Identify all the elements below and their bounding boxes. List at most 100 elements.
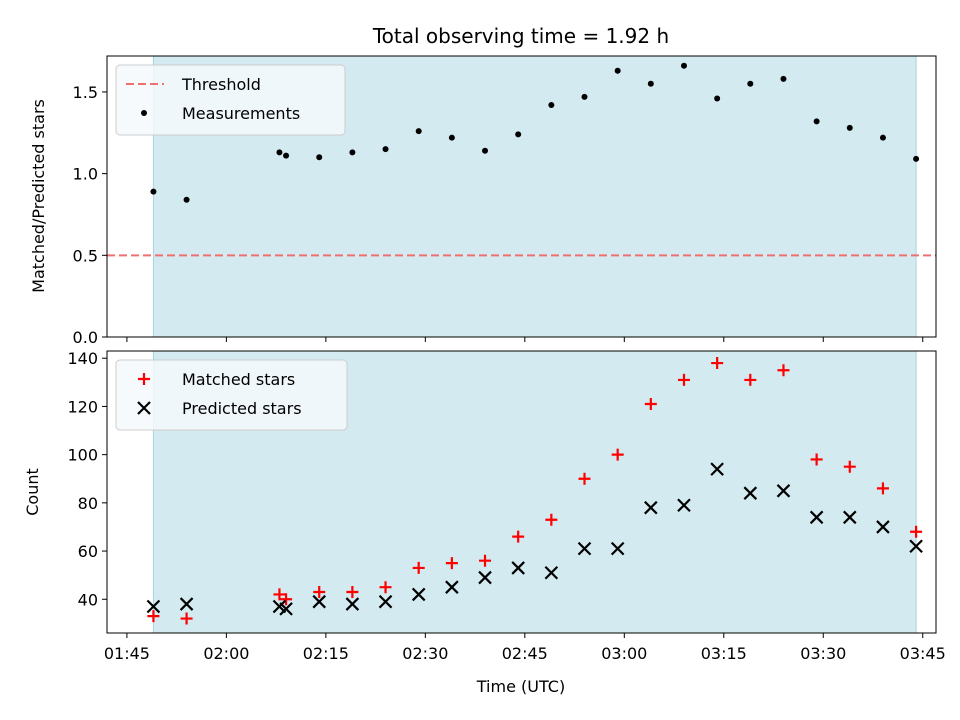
y-tick-label: 100 xyxy=(67,446,98,465)
matched-star-point xyxy=(280,593,293,606)
predicted-star-point xyxy=(843,510,857,525)
y-tick-label: 1.0 xyxy=(73,165,98,184)
matched-star-point xyxy=(843,460,856,473)
measurement-point xyxy=(382,146,389,153)
legend-box xyxy=(115,359,348,431)
predicted-star-point xyxy=(809,510,824,525)
y-tick-label: 0.0 xyxy=(73,328,98,347)
measurement-point xyxy=(879,134,886,141)
predicted-star-point xyxy=(478,570,492,585)
matched-star-point xyxy=(677,373,690,386)
plot-area xyxy=(146,351,923,633)
measurement-point xyxy=(846,124,853,131)
legend: Matched stars Predicted stars xyxy=(115,359,348,431)
matched-star-point xyxy=(512,530,525,543)
matched-star-point xyxy=(147,610,160,623)
matched-star-point xyxy=(346,586,359,599)
predicted-star-point xyxy=(876,520,890,534)
measurement-point xyxy=(276,149,283,156)
predicted-star-point xyxy=(279,602,293,616)
measurement-point xyxy=(349,149,356,156)
matched-star-point xyxy=(313,586,326,599)
predicted-star-point xyxy=(577,541,592,556)
predicted-star-point xyxy=(146,599,161,614)
legend-plus-marker xyxy=(138,373,150,385)
measurement-point xyxy=(448,134,455,141)
x-axis-label: Time (UTC) xyxy=(476,677,565,696)
matched-star-point xyxy=(910,525,923,538)
legend: Threshold Measurements xyxy=(115,64,346,136)
matched-star-point xyxy=(744,373,757,386)
x-tick-label: 02:00 xyxy=(203,644,249,663)
y-tick-label: 120 xyxy=(67,397,98,416)
matched-star-point xyxy=(876,482,889,495)
predicted-star-point xyxy=(909,539,923,554)
measurement-point xyxy=(813,118,820,125)
matched-star-point xyxy=(379,581,392,594)
y-tick-label: 40 xyxy=(78,590,98,609)
measurement-point xyxy=(316,154,323,161)
matched-star-point xyxy=(479,554,492,567)
measurement-point xyxy=(747,80,754,87)
measurement-point xyxy=(614,67,621,74)
y-tick-label: 140 xyxy=(67,349,98,368)
predicted-star-point xyxy=(776,484,791,498)
predicted-star-point xyxy=(511,561,525,575)
matched-star-point xyxy=(777,364,790,377)
measurement-point xyxy=(780,75,787,82)
legend-label: Threshold xyxy=(181,75,261,94)
predicted-star-point xyxy=(345,597,360,611)
axes-frame xyxy=(106,350,937,634)
measurement-point xyxy=(150,188,157,195)
axes-frame xyxy=(106,55,937,338)
legend-dot-marker xyxy=(141,110,147,116)
x-tick-label: 01:45 xyxy=(104,644,150,663)
legend-label: Matched stars xyxy=(182,370,295,389)
x-tick-label: 03:45 xyxy=(900,644,946,663)
measurement-point xyxy=(183,196,190,203)
y-tick-label: 1.5 xyxy=(73,83,98,102)
predicted-star-point xyxy=(644,500,658,515)
x-tick-label: 02:30 xyxy=(402,644,448,663)
predicted-star-point xyxy=(312,594,327,609)
matched-star-point xyxy=(644,398,657,411)
measurement-point xyxy=(714,95,721,102)
matched-star-point xyxy=(545,513,558,526)
predicted-star-point xyxy=(610,541,625,556)
matched-star-point xyxy=(180,612,193,625)
predicted-star-point xyxy=(411,587,426,602)
matched-star-point xyxy=(445,557,458,570)
measurement-point xyxy=(548,102,555,109)
legend-box xyxy=(115,64,346,136)
x-tick-label: 02:15 xyxy=(303,644,349,663)
predicted-star-point xyxy=(179,597,194,611)
predicted-star-point xyxy=(378,594,393,609)
y-tick-label: 0.5 xyxy=(73,246,98,265)
x-tick-label: 02:45 xyxy=(502,644,548,663)
x-tick-label: 03:00 xyxy=(601,644,647,663)
y-tick-label: 80 xyxy=(78,494,98,513)
matched-star-point xyxy=(273,588,286,601)
top-y-axis-label: Matched/Predicted stars xyxy=(29,99,48,293)
matched-star-point xyxy=(611,448,624,461)
legend-label: Predicted stars xyxy=(182,399,302,418)
matched-star-point xyxy=(810,453,823,466)
x-tick-label: 03:30 xyxy=(800,644,846,663)
x-tick-label: 03:15 xyxy=(701,644,747,663)
matched-star-point xyxy=(711,357,724,370)
legend-x-marker xyxy=(137,401,151,415)
predicted-star-point xyxy=(677,498,691,513)
predicted-star-point xyxy=(710,462,724,476)
matched-star-point xyxy=(578,472,591,485)
measurement-point xyxy=(415,128,422,135)
predicted-star-point xyxy=(544,565,559,580)
legend-label: Measurements xyxy=(182,104,300,123)
predicted-star-point xyxy=(445,580,459,594)
measurement-point xyxy=(647,80,654,87)
top-panel: 0.0 0.5 1.0 1.5 Threshold Measurements xyxy=(73,55,937,347)
measurement-point xyxy=(515,131,522,138)
measurement-point xyxy=(283,152,290,159)
measurement-point xyxy=(680,62,687,69)
bottom-panel: 40 60 80 100 120 140 01:45 02:00 02:15 02:30 02:45… xyxy=(67,349,945,663)
